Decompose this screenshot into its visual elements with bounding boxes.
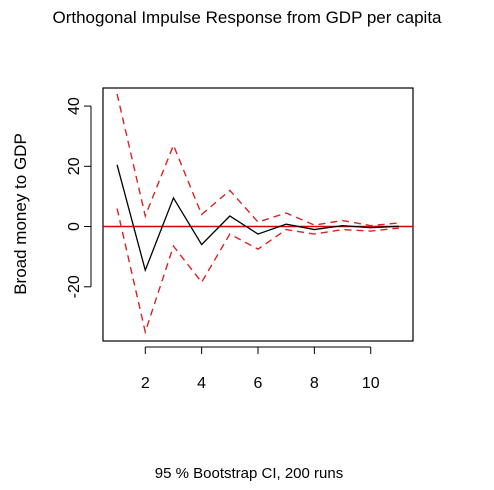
y-tick-label: 40 [66,97,83,115]
y-axis-label: Broad money to GDP [11,133,30,295]
x-tick-label: 10 [362,375,380,392]
y-tick-label: -20 [66,275,83,298]
y-tick-label: 20 [66,157,83,175]
y-tick-label: 0 [66,222,83,231]
upper-line [116,93,399,227]
plot-frame [102,87,414,342]
chart-title: Orthogonal Impulse Response from GDP per… [53,8,443,27]
lower-line [116,208,399,335]
x-axis: 2 4 6 8 10 [141,346,380,392]
x-tick-label: 6 [254,375,263,392]
irf-line [116,164,399,273]
y-axis: -20 0 20 40 [66,97,92,298]
x-tick-label: 4 [197,375,206,392]
x-tick-label: 8 [310,375,319,392]
series-group [116,93,399,335]
x-tick-label: 2 [141,375,150,392]
bootstrap-caption: 95 % Bootstrap CI, 200 runs [155,465,343,482]
